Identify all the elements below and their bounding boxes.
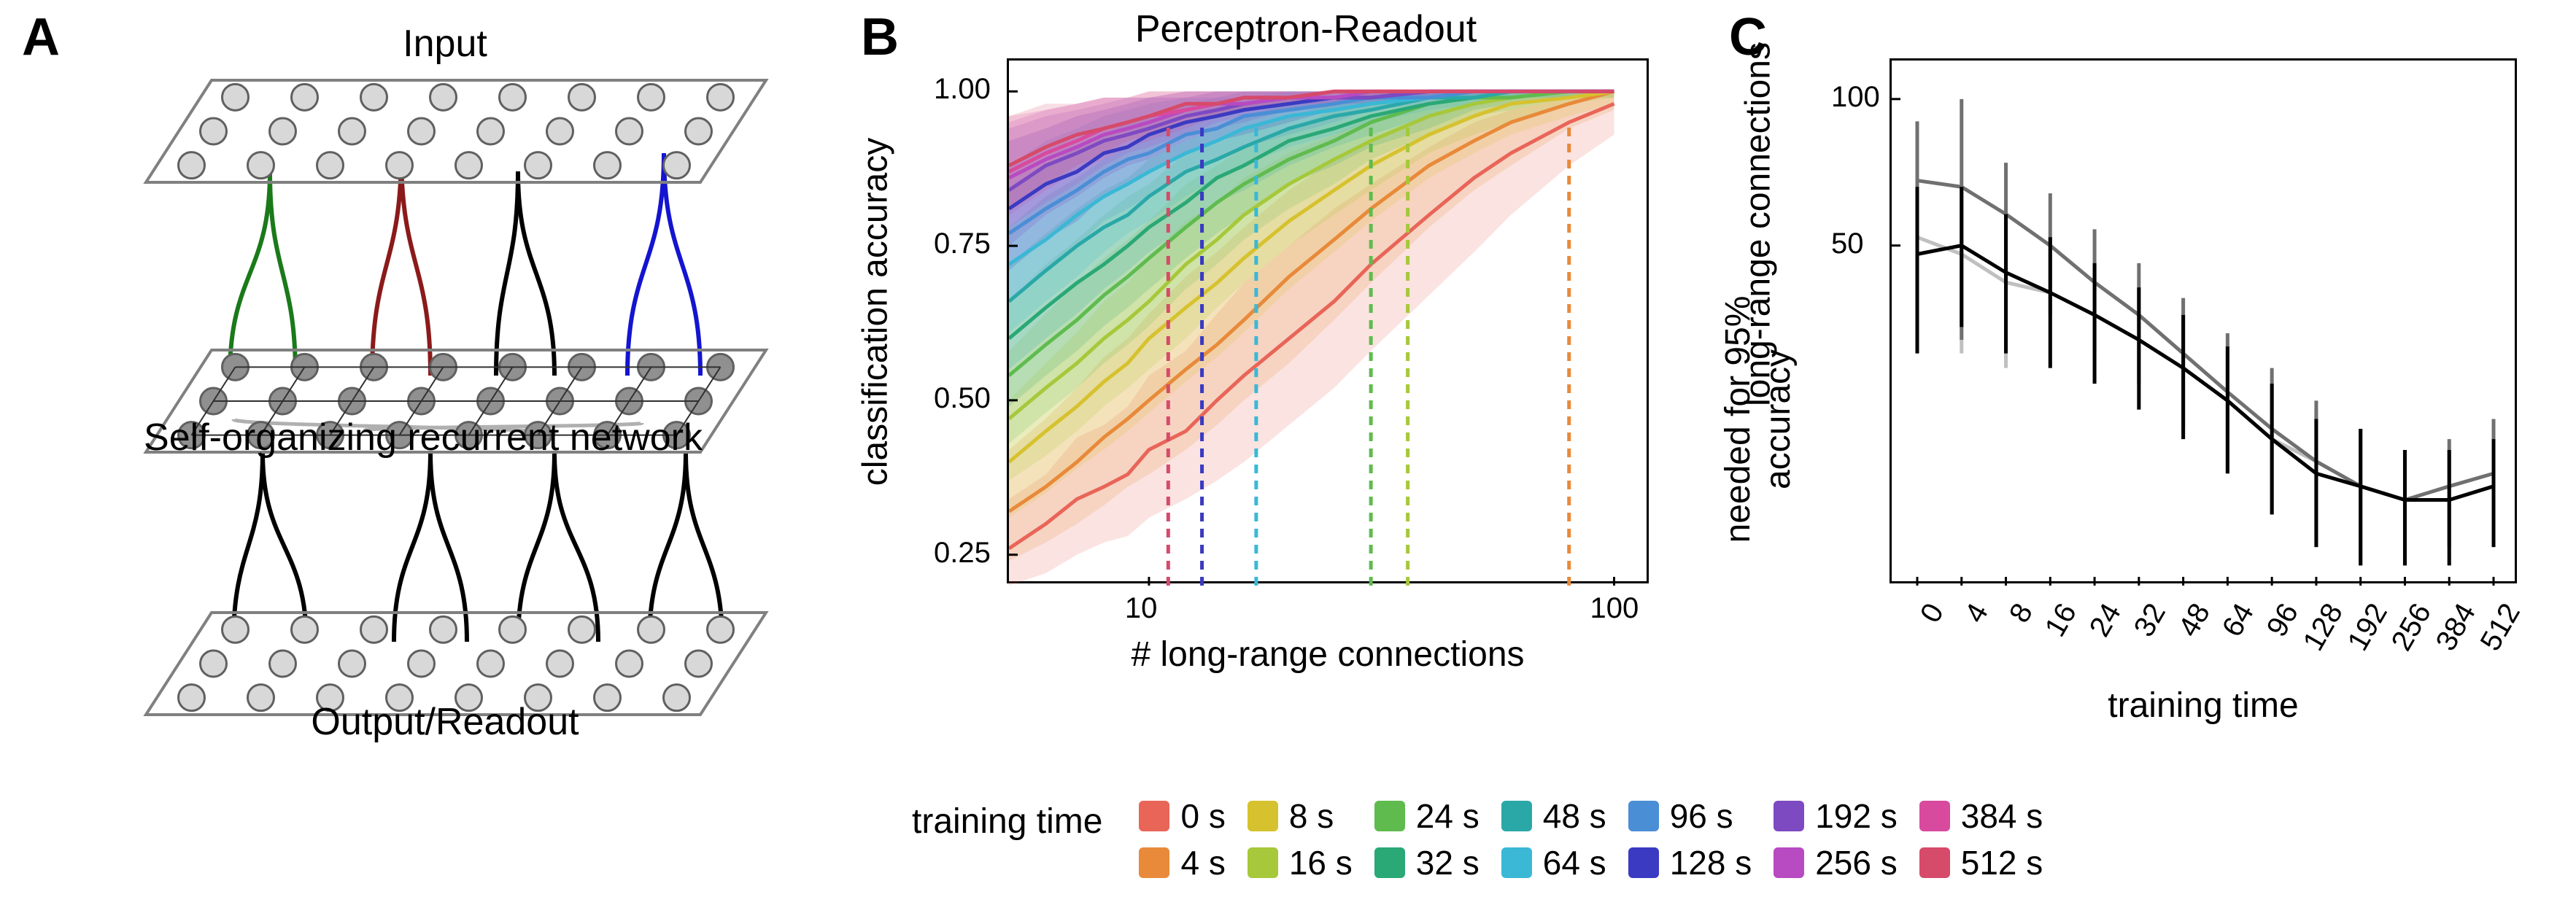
legend-swatch <box>1628 801 1659 831</box>
legend-title: training time <box>912 796 1102 847</box>
legend-label: 96 s <box>1670 796 1733 836</box>
legend-item: 48 s <box>1501 796 1606 836</box>
network-diagram: Input Self-organizing recurrent network … <box>88 29 802 758</box>
plotB-ytick: 1.00 <box>934 73 991 106</box>
panel-C: C long-range connections needed for 95% … <box>1707 0 2575 766</box>
legend-item: 192 s <box>1774 796 1898 836</box>
legend-grid: 0 s 4 s 8 s 16 s 24 s 32 s 48 s 64 s 96 s 128 s 19… <box>1139 796 2043 882</box>
legend-swatch <box>1139 847 1169 878</box>
plotB-ytick: 0.50 <box>934 382 991 415</box>
panel-B: B Perceptron-Readout classification accu… <box>839 0 1707 766</box>
legend-label: 0 s <box>1180 796 1225 836</box>
legend-item: 96 s <box>1628 796 1752 836</box>
legend-swatch <box>1919 847 1950 878</box>
legend-label: 384 s <box>1961 796 2043 836</box>
legend-label: 192 s <box>1815 796 1898 836</box>
legend-swatch <box>1248 801 1278 831</box>
plot-B-svg <box>1009 61 1651 586</box>
legend-label: 4 s <box>1180 843 1225 882</box>
legend-label: 512 s <box>1961 843 2043 882</box>
legend-item: 64 s <box>1501 843 1606 882</box>
legend-swatch <box>1374 847 1405 878</box>
plotB-xtick: 100 <box>1590 592 1639 625</box>
panel-B-ylabel: classification accuracy <box>856 130 896 494</box>
output-label: Output/Readout <box>88 700 802 744</box>
middle-label: Self-organizing recurrent network <box>66 416 781 459</box>
legend-label: 256 s <box>1815 843 1898 882</box>
legend-swatch <box>1248 847 1278 878</box>
panel-C-xlabel: training time <box>1890 686 2517 726</box>
plot-C-svg <box>1892 61 2519 586</box>
diagram-svg <box>88 58 802 758</box>
legend-label: 48 s <box>1543 796 1606 836</box>
plotC-ytick: 100 <box>1831 81 1880 114</box>
panel-A: A Input Self-organizing recurrent networ… <box>0 0 839 766</box>
plotC-ytick: 50 <box>1831 228 1864 260</box>
legend-swatch <box>1501 801 1532 831</box>
legend-label: 16 s <box>1289 843 1353 882</box>
legend-item: 512 s <box>1919 843 2043 882</box>
panel-B-title: Perceptron-Readout <box>985 7 1627 51</box>
legend-swatch <box>1374 801 1405 831</box>
legend-swatch <box>1501 847 1532 878</box>
panel-A-label: A <box>22 7 60 67</box>
legend-swatch <box>1139 801 1169 831</box>
plotB-xtick: 10 <box>1125 592 1158 625</box>
legend-item: 384 s <box>1919 796 2043 836</box>
legend-swatch <box>1774 801 1804 831</box>
panel-B-label: B <box>861 7 899 67</box>
legend-label: 24 s <box>1416 796 1480 836</box>
legend-label: 8 s <box>1289 796 1334 836</box>
legend-label: 128 s <box>1670 843 1752 882</box>
legend-item: 128 s <box>1628 843 1752 882</box>
legend-item: 256 s <box>1774 843 1898 882</box>
legend-label: 32 s <box>1416 843 1480 882</box>
plot-C-frame <box>1890 58 2517 583</box>
panel-C-ylabel2: needed for 95% accuracy <box>1718 237 1798 602</box>
legend-item: 24 s <box>1374 796 1480 836</box>
legend-swatch <box>1919 801 1950 831</box>
legend-item: 8 s <box>1248 796 1353 836</box>
legend-swatch <box>1628 847 1659 878</box>
plotB-ytick: 0.75 <box>934 228 991 260</box>
panels-row: A Input Self-organizing recurrent networ… <box>0 0 2576 766</box>
figure-container: A Input Self-organizing recurrent networ… <box>0 0 2576 897</box>
legend-item: 4 s <box>1139 843 1225 882</box>
legend-item: 16 s <box>1248 843 1353 882</box>
plot-B-frame <box>1007 58 1649 583</box>
plotB-ytick: 0.25 <box>934 537 991 570</box>
legend-item: 32 s <box>1374 843 1480 882</box>
legend-swatch <box>1774 847 1804 878</box>
colorbar-legend: training time 0 s 4 s 8 s 16 s 24 s 32 s 48 s 6… <box>912 796 2043 882</box>
panel-B-xlabel: # long-range connections <box>1007 634 1649 675</box>
legend-label: 64 s <box>1543 843 1606 882</box>
legend-item: 0 s <box>1139 796 1225 836</box>
